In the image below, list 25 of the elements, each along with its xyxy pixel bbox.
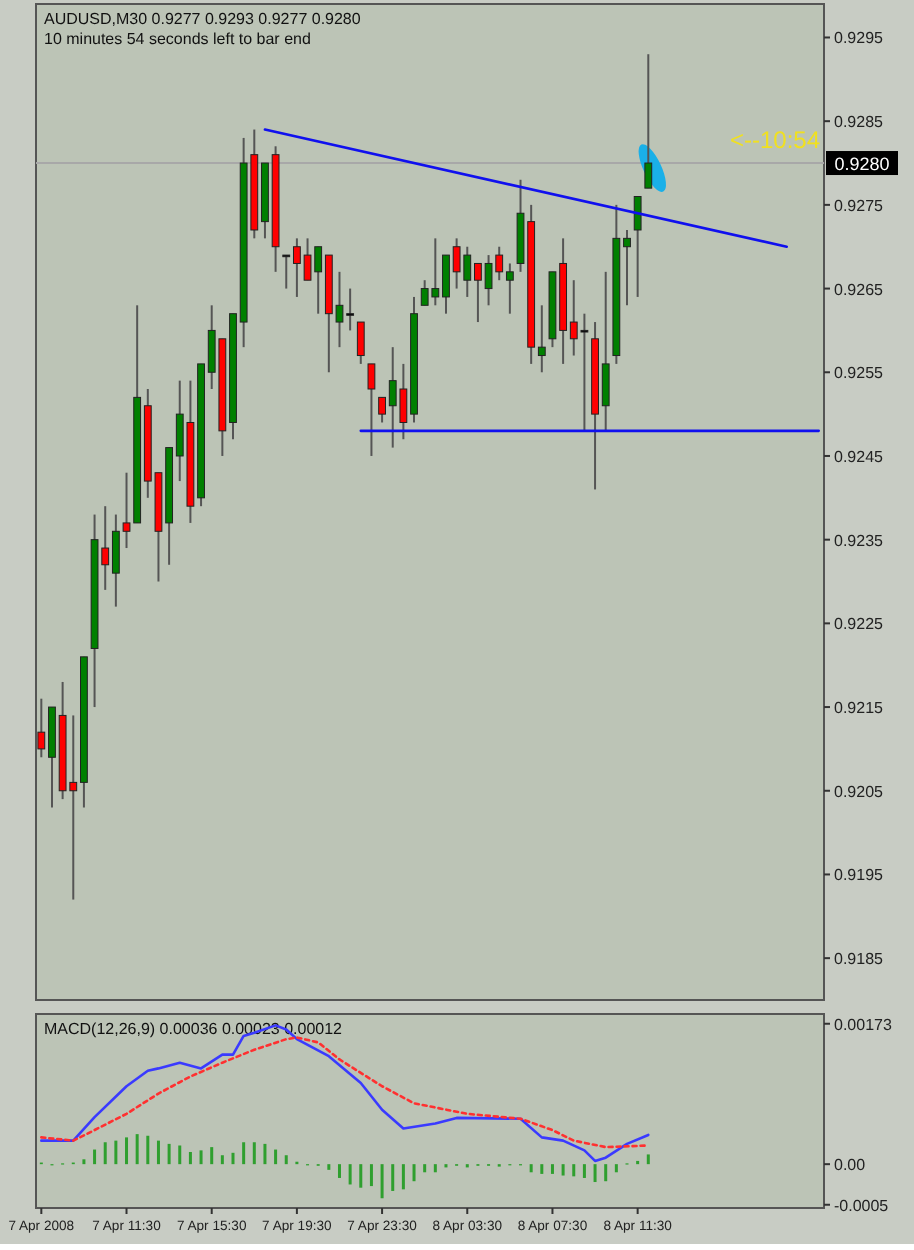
candlestick [644, 53, 653, 190]
text: 10 minutes 54 seconds left to bar end [44, 30, 311, 48]
y-tick-label: 0.9245 [834, 447, 885, 466]
y-tick-label: 0.9205 [834, 782, 885, 801]
candlestick [633, 195, 642, 298]
y-tick-label: 0.9285 [834, 113, 885, 132]
y-tick-label: 0.9185 [834, 950, 885, 969]
y-tick-label: 0.00 [834, 1156, 867, 1175]
y-tick-label: 0.9195 [834, 866, 885, 885]
y-tick-label: 0.9295 [834, 29, 885, 48]
ref-line-label: 0.9280 [834, 154, 890, 175]
y-tick-label: -0.0005 [834, 1196, 890, 1215]
line-series [40, 1024, 650, 1163]
y-tick-label: 0.9265 [834, 280, 885, 299]
chart-title: AUDUSD,M30 0.9277 0.9293 0.9277 0.9280 [44, 10, 362, 28]
candlestick [356, 321, 365, 365]
candlestick [367, 362, 376, 457]
line-series [40, 1036, 650, 1149]
y-tick-label: 0.9225 [834, 615, 885, 634]
y-tick-label: 0.9275 [834, 196, 885, 215]
y-tick-label: 0.9215 [834, 699, 885, 718]
y-tick-label: 0.00173 [834, 1015, 893, 1034]
annotation: <--10:54 [729, 126, 821, 154]
y-tick-label: 0.9255 [834, 364, 885, 383]
y-tick-label: 0.9235 [834, 531, 885, 550]
